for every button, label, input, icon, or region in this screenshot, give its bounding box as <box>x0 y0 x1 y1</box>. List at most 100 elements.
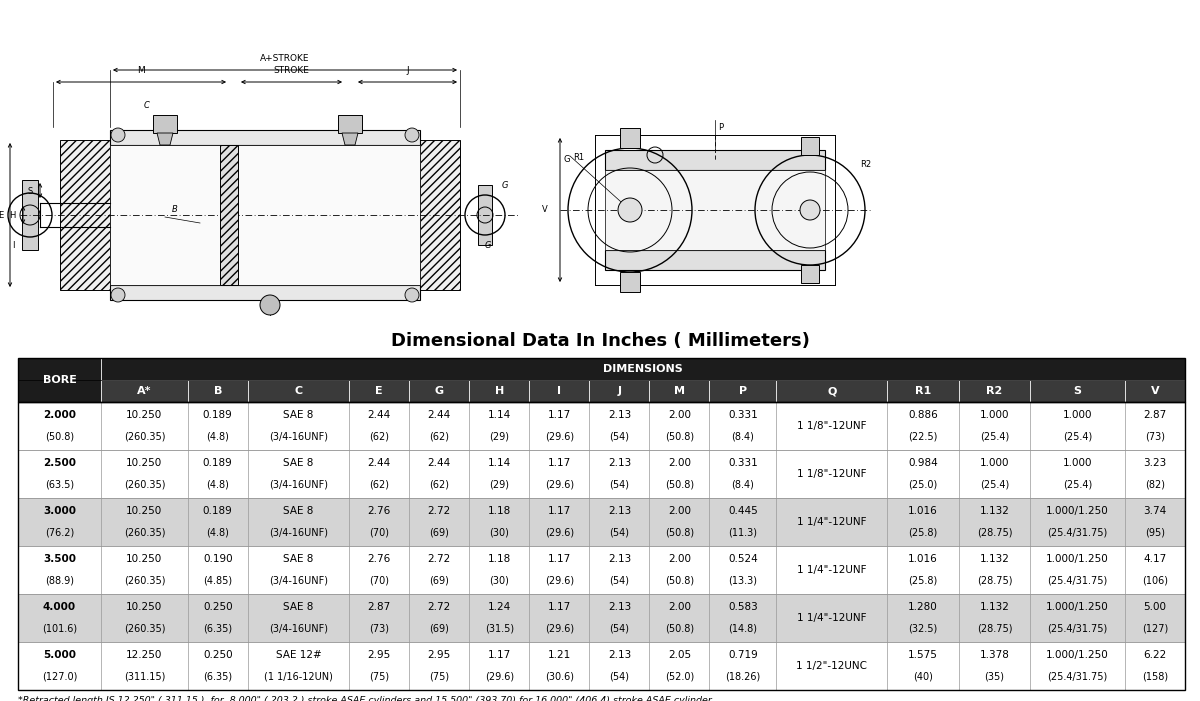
Text: 1 1/2"-12UNC: 1 1/2"-12UNC <box>797 661 868 671</box>
Text: A*: A* <box>137 386 151 396</box>
Text: (50.8): (50.8) <box>665 528 694 538</box>
Text: (29): (29) <box>490 432 509 442</box>
Circle shape <box>800 200 820 220</box>
Circle shape <box>406 128 419 142</box>
Text: (88.9): (88.9) <box>46 576 74 585</box>
Bar <box>589 380 649 402</box>
Text: (50.8): (50.8) <box>665 432 694 442</box>
Bar <box>776 380 887 402</box>
Text: (62): (62) <box>430 432 449 442</box>
Text: 1.000/1.250: 1.000/1.250 <box>1046 554 1109 564</box>
Text: (50.8): (50.8) <box>665 624 694 634</box>
Text: (40): (40) <box>913 672 932 681</box>
Text: SAE 8: SAE 8 <box>283 410 313 420</box>
Text: (30): (30) <box>490 576 509 585</box>
Text: E: E <box>0 210 2 219</box>
Text: P: P <box>739 386 746 396</box>
Text: (62): (62) <box>430 479 449 489</box>
Text: (54): (54) <box>610 672 629 681</box>
Text: R2: R2 <box>986 386 1003 396</box>
Text: 1.132: 1.132 <box>979 506 1009 516</box>
Text: (4.8): (4.8) <box>206 432 229 442</box>
Text: (25.8): (25.8) <box>908 528 937 538</box>
Bar <box>18 402 1186 690</box>
Text: (3/4-16UNF): (3/4-16UNF) <box>269 528 328 538</box>
Text: (50.8): (50.8) <box>44 432 74 442</box>
Text: 1.14: 1.14 <box>487 410 511 420</box>
Text: 0.250: 0.250 <box>203 602 233 612</box>
Text: (31.5): (31.5) <box>485 624 514 634</box>
Text: (30): (30) <box>490 528 509 538</box>
Text: 0.719: 0.719 <box>728 650 757 660</box>
Text: 10.250: 10.250 <box>126 458 162 468</box>
Bar <box>110 130 420 145</box>
Bar <box>409 380 469 402</box>
Text: 1.016: 1.016 <box>908 554 938 564</box>
Bar <box>18 498 1186 546</box>
Circle shape <box>406 288 419 302</box>
Text: (54): (54) <box>610 528 629 538</box>
Text: 5.000: 5.000 <box>43 650 76 660</box>
Text: (82): (82) <box>1145 479 1165 489</box>
Text: A+STROKE: A+STROKE <box>260 54 310 63</box>
Text: 10.250: 10.250 <box>126 506 162 516</box>
Text: 1.24: 1.24 <box>487 602 511 612</box>
Text: (29.6): (29.6) <box>545 479 574 489</box>
Text: DIMENSIONS: DIMENSIONS <box>604 364 683 374</box>
Text: (50.8): (50.8) <box>665 576 694 585</box>
Text: (13.3): (13.3) <box>728 576 757 585</box>
Text: (54): (54) <box>610 576 629 585</box>
Bar <box>101 380 187 402</box>
Text: M: M <box>674 386 685 396</box>
Text: (1 1/16-12UN): (1 1/16-12UN) <box>264 672 332 681</box>
Bar <box>620 272 640 292</box>
Bar <box>620 128 640 148</box>
Text: 2.00: 2.00 <box>668 506 691 516</box>
Text: 0.190: 0.190 <box>203 554 233 564</box>
Text: R1: R1 <box>914 386 931 396</box>
Text: (69): (69) <box>430 624 449 634</box>
Text: 3.74: 3.74 <box>1144 506 1166 516</box>
Text: 1.18: 1.18 <box>487 554 511 564</box>
Text: 0.189: 0.189 <box>203 458 233 468</box>
Text: B: B <box>214 386 222 396</box>
Text: (28.75): (28.75) <box>977 576 1013 585</box>
Text: (95): (95) <box>1145 528 1165 538</box>
Text: 1 1/8"-12UNF: 1 1/8"-12UNF <box>797 421 866 431</box>
Text: G: G <box>564 156 570 165</box>
Text: 2.87: 2.87 <box>367 602 391 612</box>
Text: B: B <box>172 205 178 215</box>
Text: (75): (75) <box>370 672 389 681</box>
Text: (54): (54) <box>610 432 629 442</box>
Text: (260.35): (260.35) <box>124 528 166 538</box>
Text: (311.15): (311.15) <box>124 672 166 681</box>
Text: 1.000/1.250: 1.000/1.250 <box>1046 506 1109 516</box>
Text: (3/4-16UNF): (3/4-16UNF) <box>269 479 328 489</box>
Text: (75): (75) <box>430 672 449 681</box>
Text: (28.75): (28.75) <box>977 624 1013 634</box>
Text: M: M <box>137 66 145 75</box>
Text: (52.0): (52.0) <box>665 672 694 681</box>
Bar <box>101 358 1186 380</box>
Text: 1.280: 1.280 <box>908 602 938 612</box>
Circle shape <box>260 295 280 315</box>
Bar <box>18 594 1186 642</box>
Text: 1.14: 1.14 <box>487 458 511 468</box>
Text: 2.00: 2.00 <box>668 554 691 564</box>
Text: 1.378: 1.378 <box>979 650 1009 660</box>
Text: 10.250: 10.250 <box>126 602 162 612</box>
Text: 3.500: 3.500 <box>43 554 76 564</box>
Text: 2.13: 2.13 <box>607 650 631 660</box>
Text: 0.524: 0.524 <box>728 554 757 564</box>
Bar <box>247 380 349 402</box>
Text: (28.75): (28.75) <box>977 528 1013 538</box>
Text: (3/4-16UNF): (3/4-16UNF) <box>269 624 328 634</box>
Bar <box>18 594 1186 642</box>
Text: (25.4/31.75): (25.4/31.75) <box>1048 528 1108 538</box>
Bar <box>154 115 178 133</box>
Bar <box>18 358 101 402</box>
Text: 2.72: 2.72 <box>427 554 451 564</box>
Bar <box>420 140 460 290</box>
Text: (22.5): (22.5) <box>908 432 937 442</box>
Text: C: C <box>294 386 302 396</box>
